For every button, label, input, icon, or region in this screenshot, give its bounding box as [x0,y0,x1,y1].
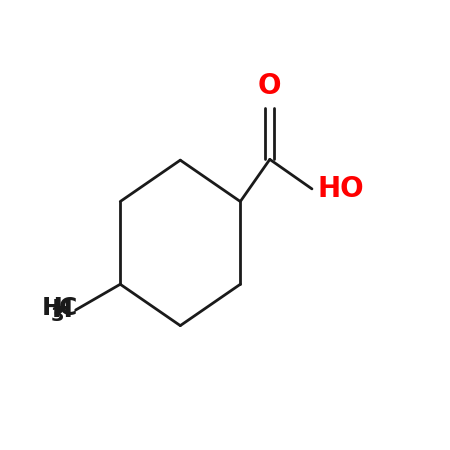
Text: HO: HO [317,175,364,203]
Text: C: C [58,296,77,320]
Text: H: H [51,298,72,322]
Text: 3: 3 [51,306,65,325]
Text: H: H [42,296,63,320]
Text: O: O [258,72,282,100]
